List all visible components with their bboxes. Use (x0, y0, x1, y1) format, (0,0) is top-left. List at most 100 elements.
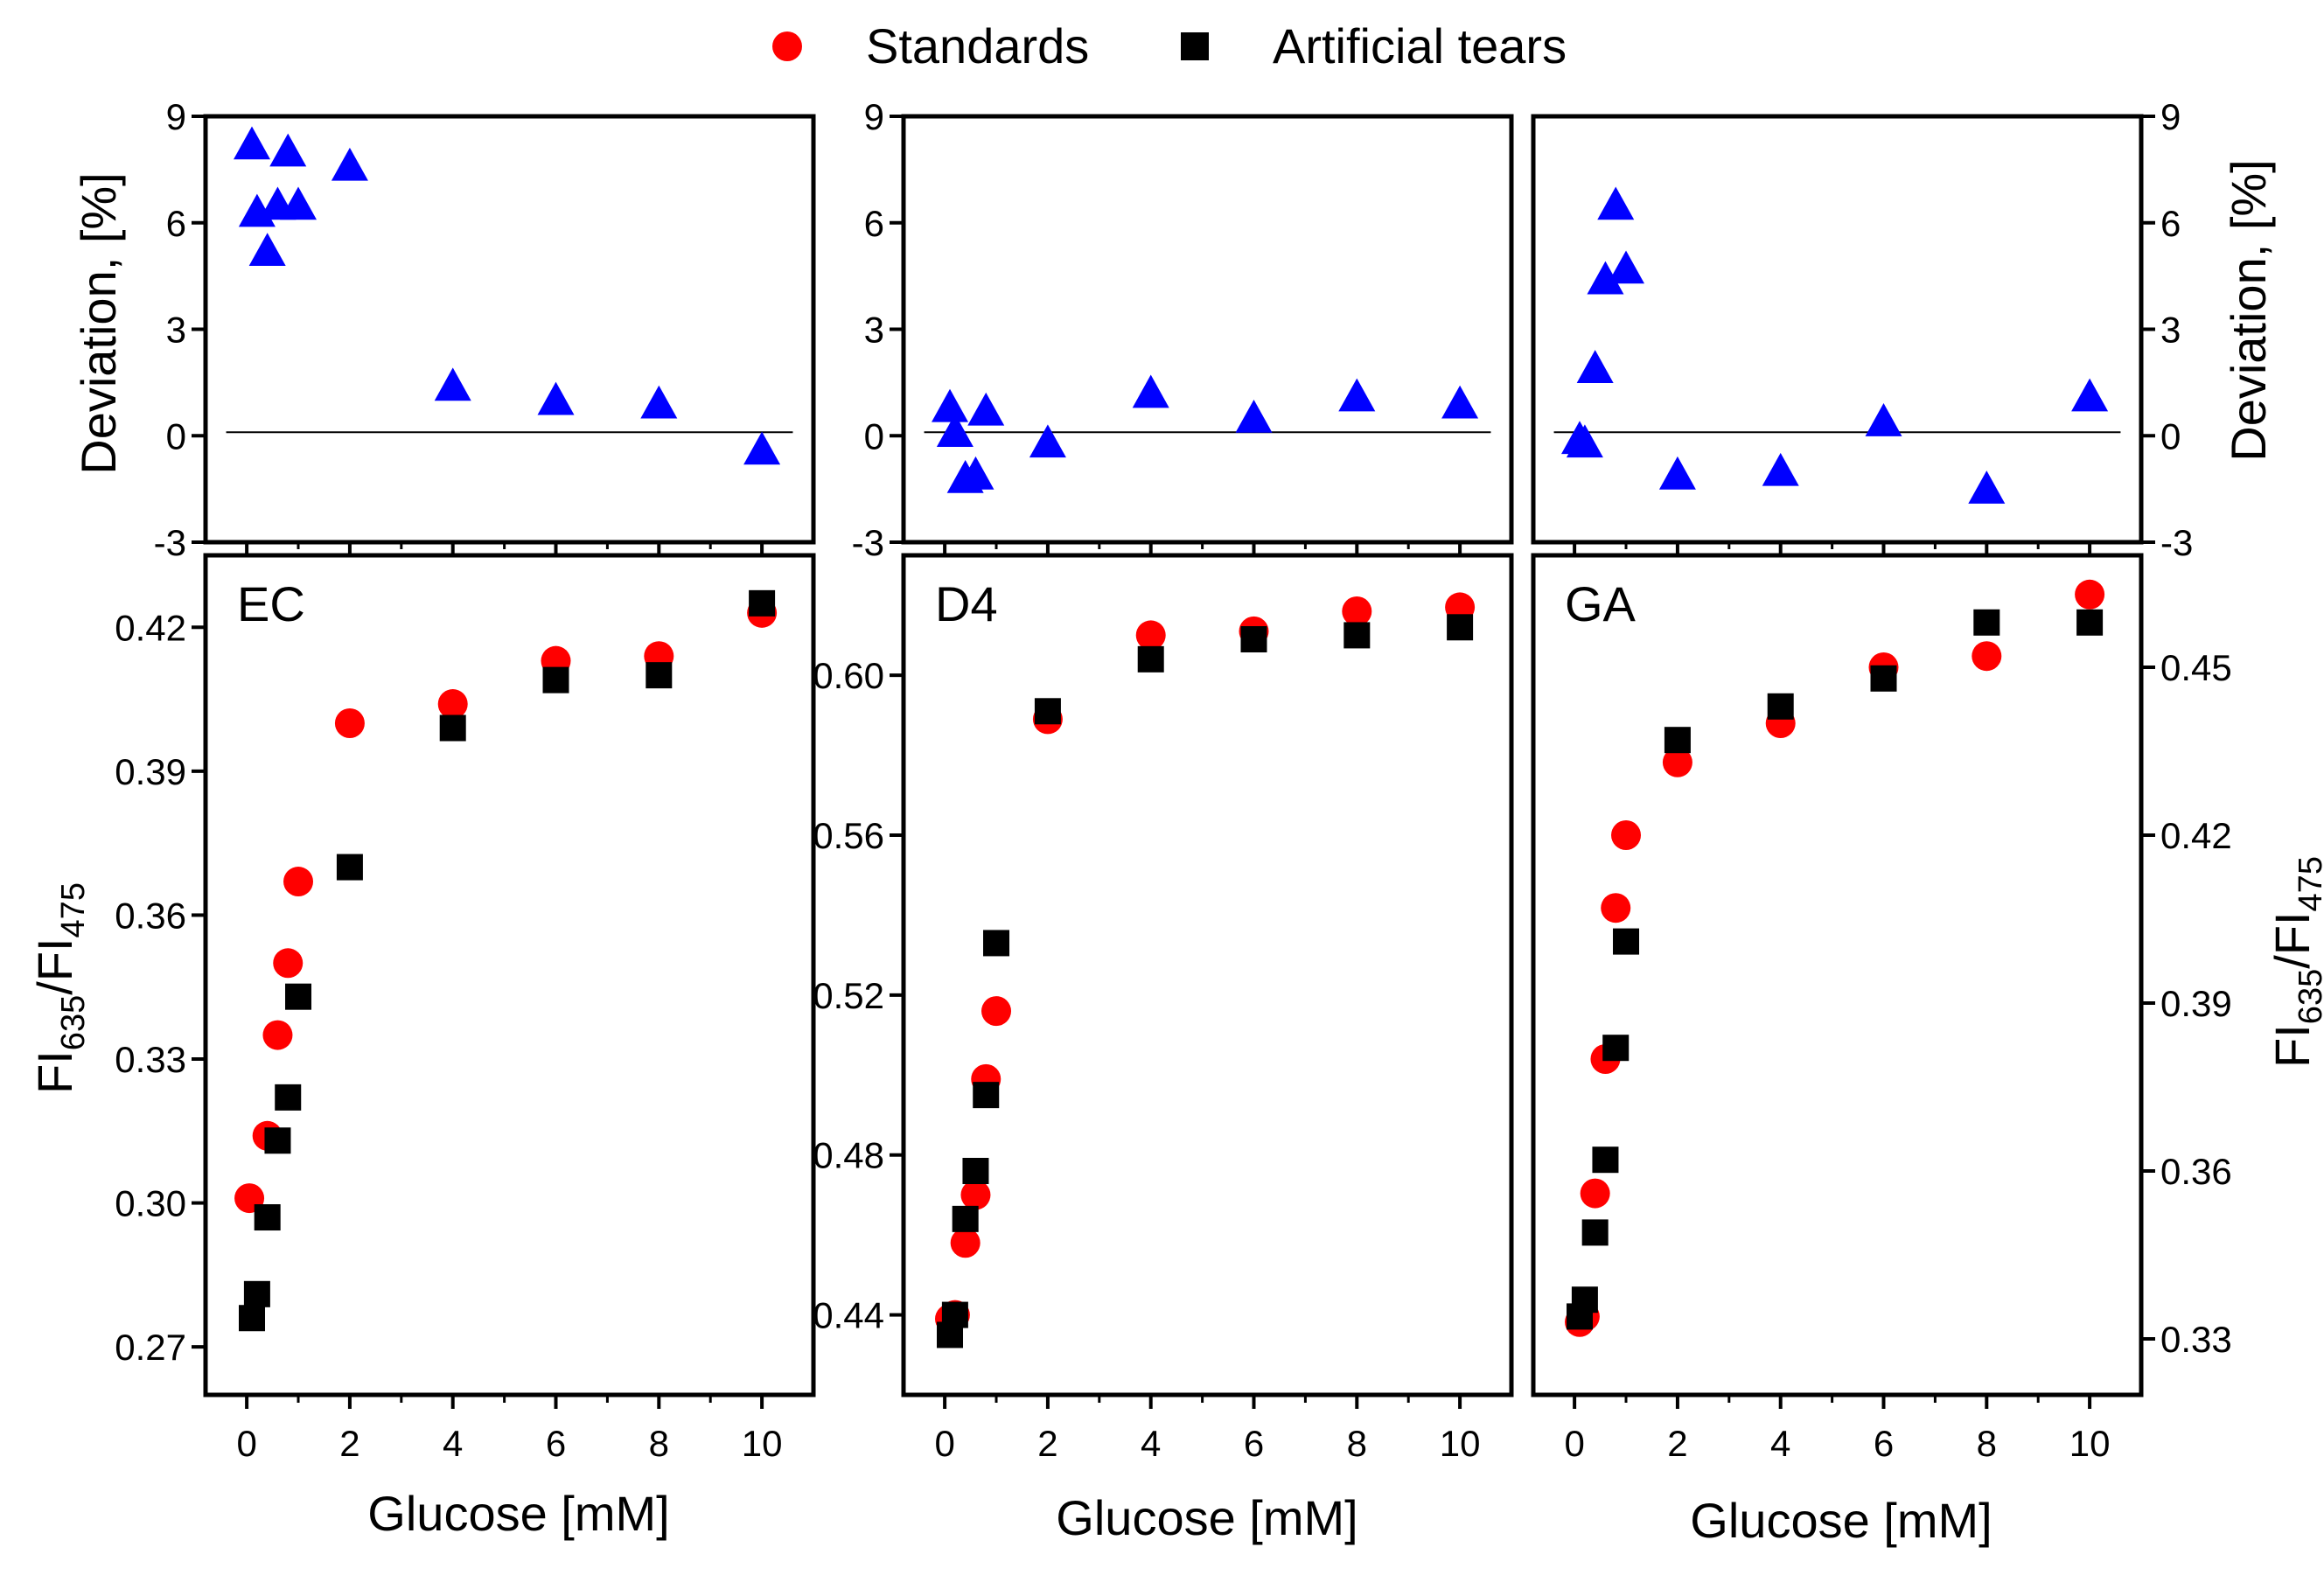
d4-x-tick-label: 6 (1244, 1423, 1264, 1464)
ga-deviation-frame (1531, 114, 2144, 545)
ec-x-tick-label: 8 (649, 1423, 669, 1464)
ga-standards-marker (1580, 1178, 1610, 1209)
d4-y-tick-label: 0.52 (813, 975, 884, 1016)
ec-y-tick-label: 0.36 (115, 895, 186, 936)
d4-deviation-marker (1338, 378, 1376, 412)
ratio-axis-title-left-sep: /FI (27, 937, 82, 994)
ga-deviation-marker (1566, 424, 1603, 458)
ga-dev-y-tick-label: -3 (2160, 522, 2193, 563)
legend-artificial-tears-marker (1181, 32, 1209, 60)
d4-dev-y-tick-label: 6 (864, 203, 884, 244)
ec-artificial-tears-marker (439, 714, 466, 742)
d4-artificial-tears-marker (983, 930, 1010, 957)
ga-dev-y-tick-label: 9 (2160, 96, 2181, 137)
ec-deviation-marker (234, 126, 271, 160)
ec-x-tick-label: 6 (546, 1423, 566, 1464)
ga-artificial-tears-marker (1973, 609, 2000, 636)
ec-dev-y-tick-label: 6 (166, 203, 186, 244)
deviation-axis-title-left: Deviation, [%] (71, 172, 126, 475)
d4-deviation-frame (901, 114, 1514, 545)
d4-deviation-marker (932, 388, 969, 422)
ga-y-tick-label: 0.45 (2160, 647, 2232, 688)
d4-dev-y-tick-label: 0 (864, 415, 884, 456)
ga-ratio-frame (1531, 553, 2144, 1397)
d4-standards-marker (1135, 620, 1166, 651)
ga-standards-marker (1611, 820, 1642, 850)
ga-y-tick-label: 0.33 (2160, 1319, 2232, 1360)
ga-deviation-marker (1608, 250, 1645, 284)
ga-panel-label: GA (1565, 576, 1637, 631)
ratio-axis-title-left-sub2: 475 (55, 882, 92, 937)
d4-y-tick-label: 0.48 (813, 1135, 884, 1176)
d4-x-tick-label: 10 (1440, 1423, 1481, 1464)
d4-artificial-tears-marker (1240, 626, 1267, 652)
ga-artificial-tears-marker (1592, 1146, 1619, 1174)
legend-standards-marker (772, 31, 802, 61)
ratio-axis-title-right: FI635/FI475 (2265, 856, 2324, 1068)
ga-artificial-tears-marker (1767, 693, 1794, 720)
ga-deviation-marker (1576, 350, 1614, 383)
legend-standards-label: Standards (866, 18, 1089, 73)
ga-y-tick-label: 0.39 (2160, 983, 2232, 1024)
ec-deviation-frame (203, 114, 816, 545)
d4-dev-y-tick-label: 9 (864, 96, 884, 137)
ec-x-tick-label: 10 (742, 1423, 783, 1464)
d4-artificial-tears-marker (1034, 698, 1061, 725)
ratio-axis-title-left-sub1: 635 (55, 995, 92, 1050)
ga-artificial-tears-marker (1870, 665, 1897, 692)
ga-artificial-tears-marker (1664, 727, 1691, 754)
ec-y-tick-label: 0.39 (115, 751, 186, 792)
d4-y-tick-label: 0.44 (813, 1295, 884, 1336)
d4-deviation-marker (957, 456, 995, 490)
ga-artificial-tears-marker (2076, 609, 2104, 636)
ec-standards-marker (283, 867, 314, 897)
ec-artificial-tears-marker (542, 666, 569, 693)
ga-artificial-tears-marker (1613, 928, 1640, 955)
x-axis-title-ec: Glucose [mM] (367, 1486, 669, 1541)
ec-deviation-marker (537, 381, 575, 415)
d4-x-tick-label: 8 (1347, 1423, 1367, 1464)
ga-x-tick-label: 0 (1564, 1423, 1584, 1464)
ga-deviation-marker (1597, 186, 1635, 220)
ec-y-tick-label: 0.33 (115, 1039, 186, 1080)
ratio-axis-title-left: FI635/FI475 (27, 882, 92, 1094)
ga-deviation-marker (1968, 470, 2006, 504)
d4-standards-marker (981, 996, 1012, 1027)
ec-deviation-marker (248, 233, 286, 267)
ec-y-tick-label: 0.42 (115, 607, 186, 648)
d4-y-tick-label: 0.60 (813, 655, 884, 696)
d4-deviation-marker (1029, 424, 1066, 458)
d4-artificial-tears-marker (962, 1158, 989, 1184)
d4-standards-marker (1342, 596, 1372, 626)
ratio-axis-title-right-sub1: 635 (2293, 969, 2324, 1024)
ec-standards-marker (273, 948, 304, 979)
ec-artificial-tears-marker (275, 1084, 302, 1111)
d4-y-tick-label: 0.56 (813, 815, 884, 856)
ga-artificial-tears-marker (1602, 1035, 1630, 1062)
legend-artificial-tears-label: Artificial tears (1273, 18, 1567, 73)
d4-artificial-tears-marker (941, 1301, 968, 1328)
ec-dev-y-tick-label: -3 (154, 522, 186, 563)
ec-standards-marker (437, 689, 468, 720)
ga-standards-marker (2075, 579, 2105, 610)
d4-artificial-tears-marker (973, 1082, 1000, 1109)
ec-x-tick-label: 4 (443, 1423, 463, 1464)
ec-deviation-marker (280, 186, 318, 220)
ec-artificial-tears-marker (749, 589, 776, 617)
d4-standards-marker (950, 1228, 981, 1258)
ga-y-tick-label: 0.36 (2160, 1151, 2232, 1192)
d4-deviation-marker (1132, 374, 1169, 408)
ec-artificial-tears-marker (243, 1280, 270, 1307)
ec-ratio-frame (203, 553, 816, 1397)
ec-dev-y-tick-label: 0 (166, 415, 186, 456)
ec-x-tick-label: 0 (236, 1423, 256, 1464)
d4-artificial-tears-marker (1137, 645, 1164, 673)
ratio-axis-title-right-sep: /FI (2265, 911, 2320, 968)
d4-dev-y-tick-label: -3 (852, 522, 884, 563)
ga-artificial-tears-marker (1571, 1286, 1598, 1314)
d4-deviation-marker (967, 392, 1005, 426)
d4-artificial-tears-marker (1447, 614, 1474, 641)
ec-standards-marker (262, 1020, 293, 1050)
ec-panel-label: EC (237, 576, 305, 631)
ga-x-tick-label: 10 (2069, 1423, 2111, 1464)
